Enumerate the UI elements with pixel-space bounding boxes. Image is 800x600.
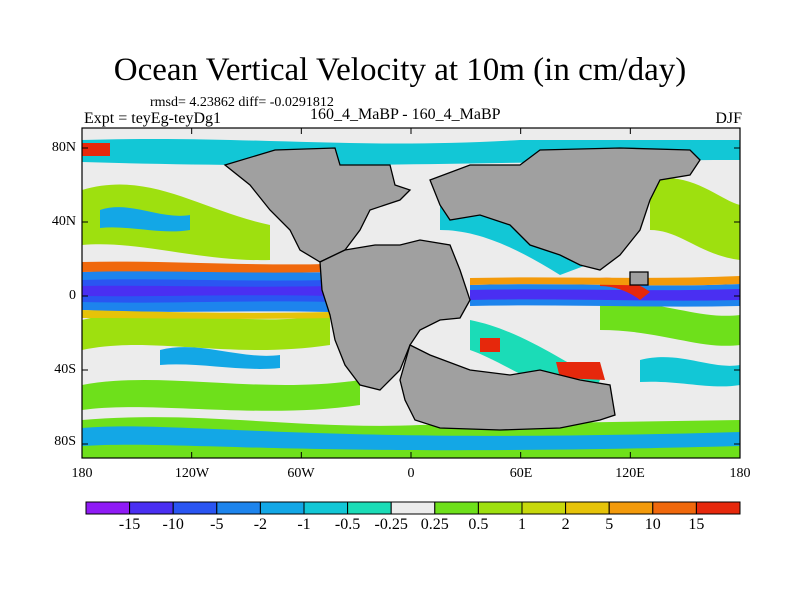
colorbar-swatch (434, 501, 479, 515)
colorbar-label: 5 (605, 516, 614, 533)
x-tick-label: 60E (509, 466, 533, 481)
x-tick-label: 120E (615, 466, 645, 481)
colorbar-label: 1 (518, 516, 526, 533)
land-masses (223, 147, 701, 431)
plot-title: Ocean Vertical Velocity at 10m (in cm/da… (113, 52, 687, 88)
x-tick-label: 180 (71, 466, 93, 481)
colorbar-swatch (216, 501, 261, 515)
colorbar-label: -1 (297, 516, 311, 533)
colorbar-swatch (85, 501, 131, 515)
colorbar-swatch (259, 501, 305, 515)
colorbar-label: -0.5 (334, 516, 361, 533)
colorbar-swatch (608, 501, 654, 515)
map-field (82, 128, 740, 458)
colorbar-label: 15 (688, 516, 705, 533)
colorbar-swatch (521, 501, 567, 515)
x-tick-label: 0 (407, 466, 415, 481)
y-tick-label: 0 (69, 288, 76, 303)
colorbar-swatch (390, 501, 436, 515)
y-tick-label: 80S (54, 434, 76, 449)
season-label: DJF (715, 110, 742, 127)
land-eurasia (429, 147, 701, 271)
map-ticks (81, 128, 741, 458)
colorbar-label: -5 (210, 516, 224, 533)
colorbar (85, 501, 741, 515)
colorbar-swatch (477, 501, 523, 515)
land-north-america (223, 147, 412, 263)
colorbar-label: 0.25 (420, 516, 449, 533)
land-australia-antarctica (399, 344, 616, 431)
colorbar-swatch (303, 501, 349, 515)
colorbar-label: 0.5 (468, 516, 489, 533)
colorbar-swatch (695, 501, 741, 515)
y-tick-label: 80N (51, 140, 76, 155)
land-africa-south-america (319, 239, 471, 391)
stats-label: rmsd= 4.23862 diff= -0.0291812 (150, 95, 334, 110)
y-tick-label: 40N (51, 214, 76, 229)
colorbar-label: 10 (644, 516, 661, 533)
colorbar-label: 2 (561, 516, 570, 533)
colorbar-swatch (347, 501, 392, 515)
colorbar-label: -10 (162, 516, 184, 533)
colorbar-swatch (565, 501, 610, 515)
y-tick-label: 40S (54, 362, 76, 377)
colorbar-label: -0.25 (374, 516, 408, 533)
colorbar-swatch (652, 501, 697, 515)
colorbar-swatch (172, 501, 218, 515)
x-tick-label: 60W (287, 466, 315, 481)
case-label: 160_4_MaBP - 160_4_MaBP (310, 106, 501, 123)
colorbar-label: -2 (253, 516, 268, 533)
equatorial-band (82, 261, 740, 380)
x-tick-label: 180 (729, 466, 751, 481)
x-tick-label: 120W (174, 466, 210, 481)
colorbar-swatch (129, 501, 174, 515)
land-island (629, 271, 649, 286)
colorbar-label: -15 (118, 516, 141, 533)
experiment-label: Expt = teyEg-teyDg1 (84, 110, 221, 127)
